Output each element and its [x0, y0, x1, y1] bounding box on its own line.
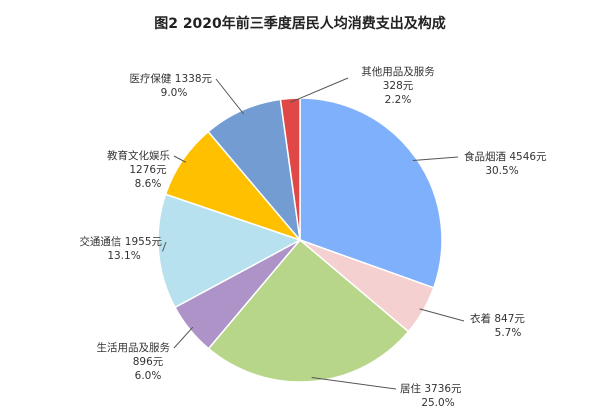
leader-line-6	[173, 155, 187, 163]
chart-title: 图2 2020年前三季度居民人均消费支出及构成	[154, 15, 446, 32]
pie-slice-1	[299, 97, 443, 289]
leader-lines	[162, 77, 465, 390]
leader-line-2	[419, 308, 465, 322]
leader-line-1	[412, 156, 459, 161]
leader-line-5	[162, 241, 167, 252]
leader-line-8	[290, 77, 349, 103]
pie-slices	[157, 97, 443, 383]
slice-label-5: 交通通信 1955元 13.1%	[79, 235, 162, 262]
slice-label-2: 衣着 847元 5.7%	[470, 312, 525, 339]
slice-label-6: 教育文化娱乐 1276元 8.6%	[107, 149, 170, 190]
slice-label-4: 生活用品及服务 896元 6.0%	[97, 341, 171, 382]
pie-slice-3	[207, 238, 410, 383]
slice-label-7: 医疗保健 1338元 9.0%	[129, 72, 212, 99]
slice-label-1: 食品烟酒 4546元 30.5%	[464, 150, 547, 177]
slice-label-8: 其他用品及服务 328元 2.2%	[361, 65, 435, 106]
leader-line-4	[173, 326, 194, 349]
leader-line-3	[311, 377, 397, 390]
pie-slice-5	[157, 193, 302, 309]
slice-labels: 食品烟酒 4546元 30.5% 衣着 847元 5.7% 居住 3736元 25.0% 生…	[79, 65, 547, 409]
leader-line-7	[215, 78, 245, 115]
slice-label-3: 居住 3736元 25.0%	[400, 382, 462, 409]
pie-slice-7	[207, 98, 302, 243]
